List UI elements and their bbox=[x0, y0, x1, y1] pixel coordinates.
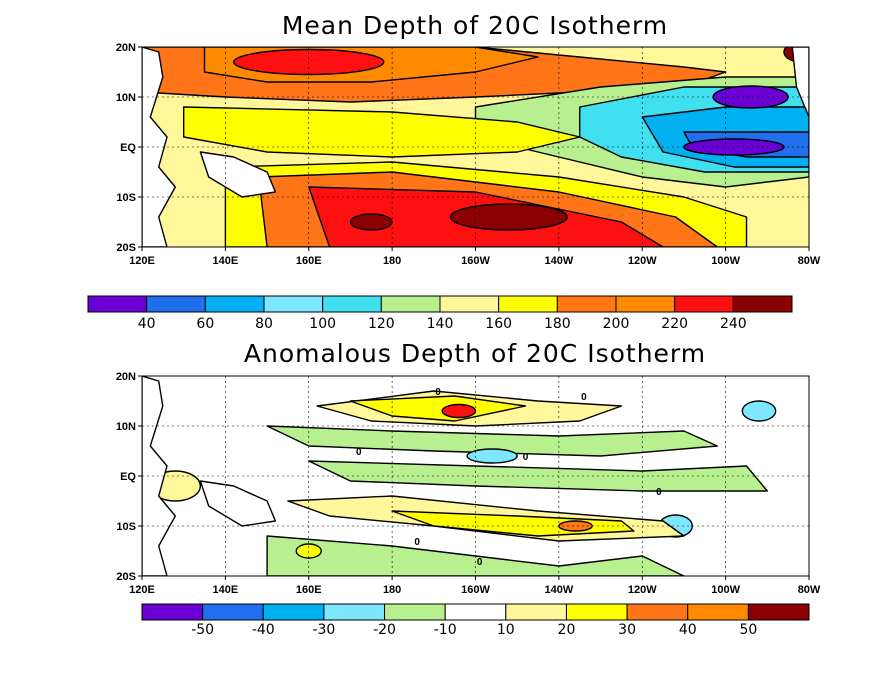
x-tick-label: 120W bbox=[628, 255, 657, 267]
colorbar-swatch bbox=[384, 603, 446, 621]
colorbar-swatch bbox=[565, 603, 628, 621]
y-tick-label: 10N bbox=[116, 92, 136, 104]
y-tick-label: 20N bbox=[116, 371, 136, 383]
y-tick-label: 10S bbox=[116, 521, 136, 533]
colorbar-swatch bbox=[732, 295, 793, 313]
colorbar-label: -20 bbox=[373, 622, 396, 638]
colorbar-swatch bbox=[687, 603, 749, 621]
map-field-1 bbox=[142, 47, 809, 247]
contour-neg-20-a bbox=[466, 448, 518, 464]
x-tick-label: 140E bbox=[213, 584, 239, 596]
x-tick-label: 180 bbox=[383, 255, 401, 267]
colorbar-label: -50 bbox=[191, 622, 214, 638]
land-new-guinea bbox=[199, 151, 277, 198]
colorbar-label: 140 bbox=[427, 316, 454, 332]
y-tick-label: 10S bbox=[116, 192, 136, 204]
contour-south-peak bbox=[449, 203, 568, 231]
x-tick-label: 80W bbox=[798, 584, 821, 596]
zero-contour-label: 0 bbox=[435, 387, 441, 398]
x-tick-label: 140E bbox=[213, 255, 239, 267]
x-tick-label: 160E bbox=[296, 255, 322, 267]
x-tick-label: 140W bbox=[545, 255, 574, 267]
colorbar-swatch bbox=[87, 295, 148, 313]
colorbar-label: 120 bbox=[368, 316, 395, 332]
colorbar-swatch bbox=[556, 295, 617, 313]
land-east bbox=[791, 47, 809, 118]
contour-south-peak-west bbox=[349, 213, 393, 231]
colorbar-label: 180 bbox=[544, 316, 571, 332]
colorbar-swatch bbox=[204, 295, 265, 313]
zero-contour-label: 0 bbox=[356, 447, 362, 458]
colorbar-swatch bbox=[322, 295, 382, 313]
colorbar-label: 30 bbox=[618, 622, 636, 638]
y-tick-label: EQ bbox=[120, 471, 136, 483]
x-tick-label: 160W bbox=[461, 584, 490, 596]
colorbar-swatch bbox=[615, 295, 676, 313]
colorbar-label: 50 bbox=[739, 622, 757, 638]
x-tick-label: 80W bbox=[798, 255, 821, 267]
colorbar-label: 100 bbox=[309, 316, 336, 332]
colorbar-label: 60 bbox=[196, 316, 214, 332]
contour-pos-20-north bbox=[349, 395, 527, 422]
colorbar-swatch bbox=[146, 295, 206, 313]
x-tick-label: 180 bbox=[383, 584, 401, 596]
colorbar-label: 80 bbox=[255, 316, 273, 332]
colorbar-swatch bbox=[626, 603, 689, 621]
colorbar-swatch bbox=[444, 603, 507, 621]
land-new-guinea bbox=[199, 480, 277, 527]
colorbar-label: -30 bbox=[312, 622, 335, 638]
colorbar-swatch bbox=[263, 295, 324, 313]
colorbar-label: 20 bbox=[558, 622, 576, 638]
colorbar-swatch bbox=[498, 295, 558, 313]
x-tick-label: 160W bbox=[461, 255, 490, 267]
contour-neg-10-north bbox=[266, 425, 718, 457]
x-tick-label: 100W bbox=[711, 255, 740, 267]
colorbar-label: 40 bbox=[679, 622, 697, 638]
contour-pos-peak-north bbox=[441, 403, 477, 419]
colorbar-swatch bbox=[141, 603, 204, 621]
zero-contour-label: 0 bbox=[656, 487, 662, 498]
colorbar-label: -40 bbox=[252, 622, 275, 638]
colorbar-swatch bbox=[674, 295, 734, 313]
colorbar-label: 200 bbox=[603, 316, 630, 332]
colorbar-swatch bbox=[323, 603, 386, 621]
zero-contour-label: 0 bbox=[581, 392, 587, 403]
colorbar-swatch bbox=[202, 603, 264, 621]
colorbar-label: 240 bbox=[720, 316, 747, 332]
colorbar-label: 220 bbox=[661, 316, 688, 332]
colorbar-swatch bbox=[262, 603, 325, 621]
y-tick-label: 20N bbox=[116, 42, 136, 54]
colorbar-label: 40 bbox=[138, 316, 156, 332]
x-tick-label: 120W bbox=[628, 584, 657, 596]
y-tick-label: 20S bbox=[116, 242, 136, 254]
zero-contour-label: 0 bbox=[477, 557, 483, 568]
colorbar-swatch bbox=[439, 295, 500, 313]
contour-dome-shallow bbox=[712, 85, 789, 109]
zero-contour-label: 0 bbox=[523, 452, 529, 463]
chart1-title: Mean Depth of 20C Isotherm bbox=[282, 11, 668, 40]
x-tick-label: 140W bbox=[545, 584, 574, 596]
chart2-title: Anomalous Depth of 20C Isotherm bbox=[244, 339, 706, 368]
colorbar-label: 160 bbox=[485, 316, 512, 332]
y-tick-label: 10N bbox=[116, 421, 136, 433]
zero-contour-label: 0 bbox=[414, 537, 420, 548]
colorbar-swatch bbox=[380, 295, 441, 313]
colorbar-label: 10 bbox=[497, 622, 515, 638]
x-tick-label: 160E bbox=[296, 584, 322, 596]
colorbar-label: -10 bbox=[434, 622, 457, 638]
contour-neg-20-b bbox=[741, 400, 777, 422]
y-tick-label: EQ bbox=[120, 142, 136, 154]
x-tick-label: 100W bbox=[711, 584, 740, 596]
colorbar-swatch bbox=[505, 603, 567, 621]
colorbar-swatch bbox=[747, 603, 810, 621]
y-tick-label: 20S bbox=[116, 571, 136, 583]
contour-equator-180 bbox=[183, 106, 581, 158]
x-tick-label: 120E bbox=[129, 255, 155, 267]
x-tick-label: 120E bbox=[129, 584, 155, 596]
